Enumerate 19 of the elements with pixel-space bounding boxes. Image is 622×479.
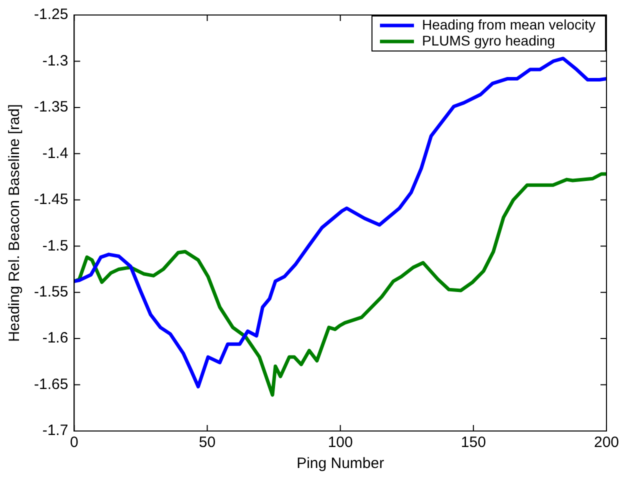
x-tick-label: 200 <box>594 434 619 452</box>
x-tick-label: 150 <box>460 434 486 452</box>
x-tick-label: 50 <box>198 434 216 452</box>
y-axis-title: Heading Rel. Beacon Baseline [rad] <box>6 104 24 342</box>
x-axis-title: Ping Number <box>296 455 384 472</box>
legend-label: PLUMS gyro heading <box>422 32 556 48</box>
y-tick-label: -1.4 <box>42 144 68 162</box>
x-tick-label: 100 <box>328 434 353 452</box>
y-tick-label: -1.35 <box>34 98 68 116</box>
y-tick-label: -1.55 <box>34 283 68 300</box>
y-tick-label: -1.3 <box>42 52 68 70</box>
y-tick-label: -1.6 <box>42 330 68 347</box>
legend-label: Heading from mean velocity <box>422 16 596 32</box>
y-tick-label: -1.45 <box>34 191 68 208</box>
x-tick-label: 0 <box>70 434 78 452</box>
y-tick-label: -1.25 <box>34 6 68 24</box>
y-tick-label: -1.65 <box>34 376 68 393</box>
y-tick-label: -1.5 <box>42 237 68 254</box>
y-tick-label: -1.7 <box>42 422 68 440</box>
